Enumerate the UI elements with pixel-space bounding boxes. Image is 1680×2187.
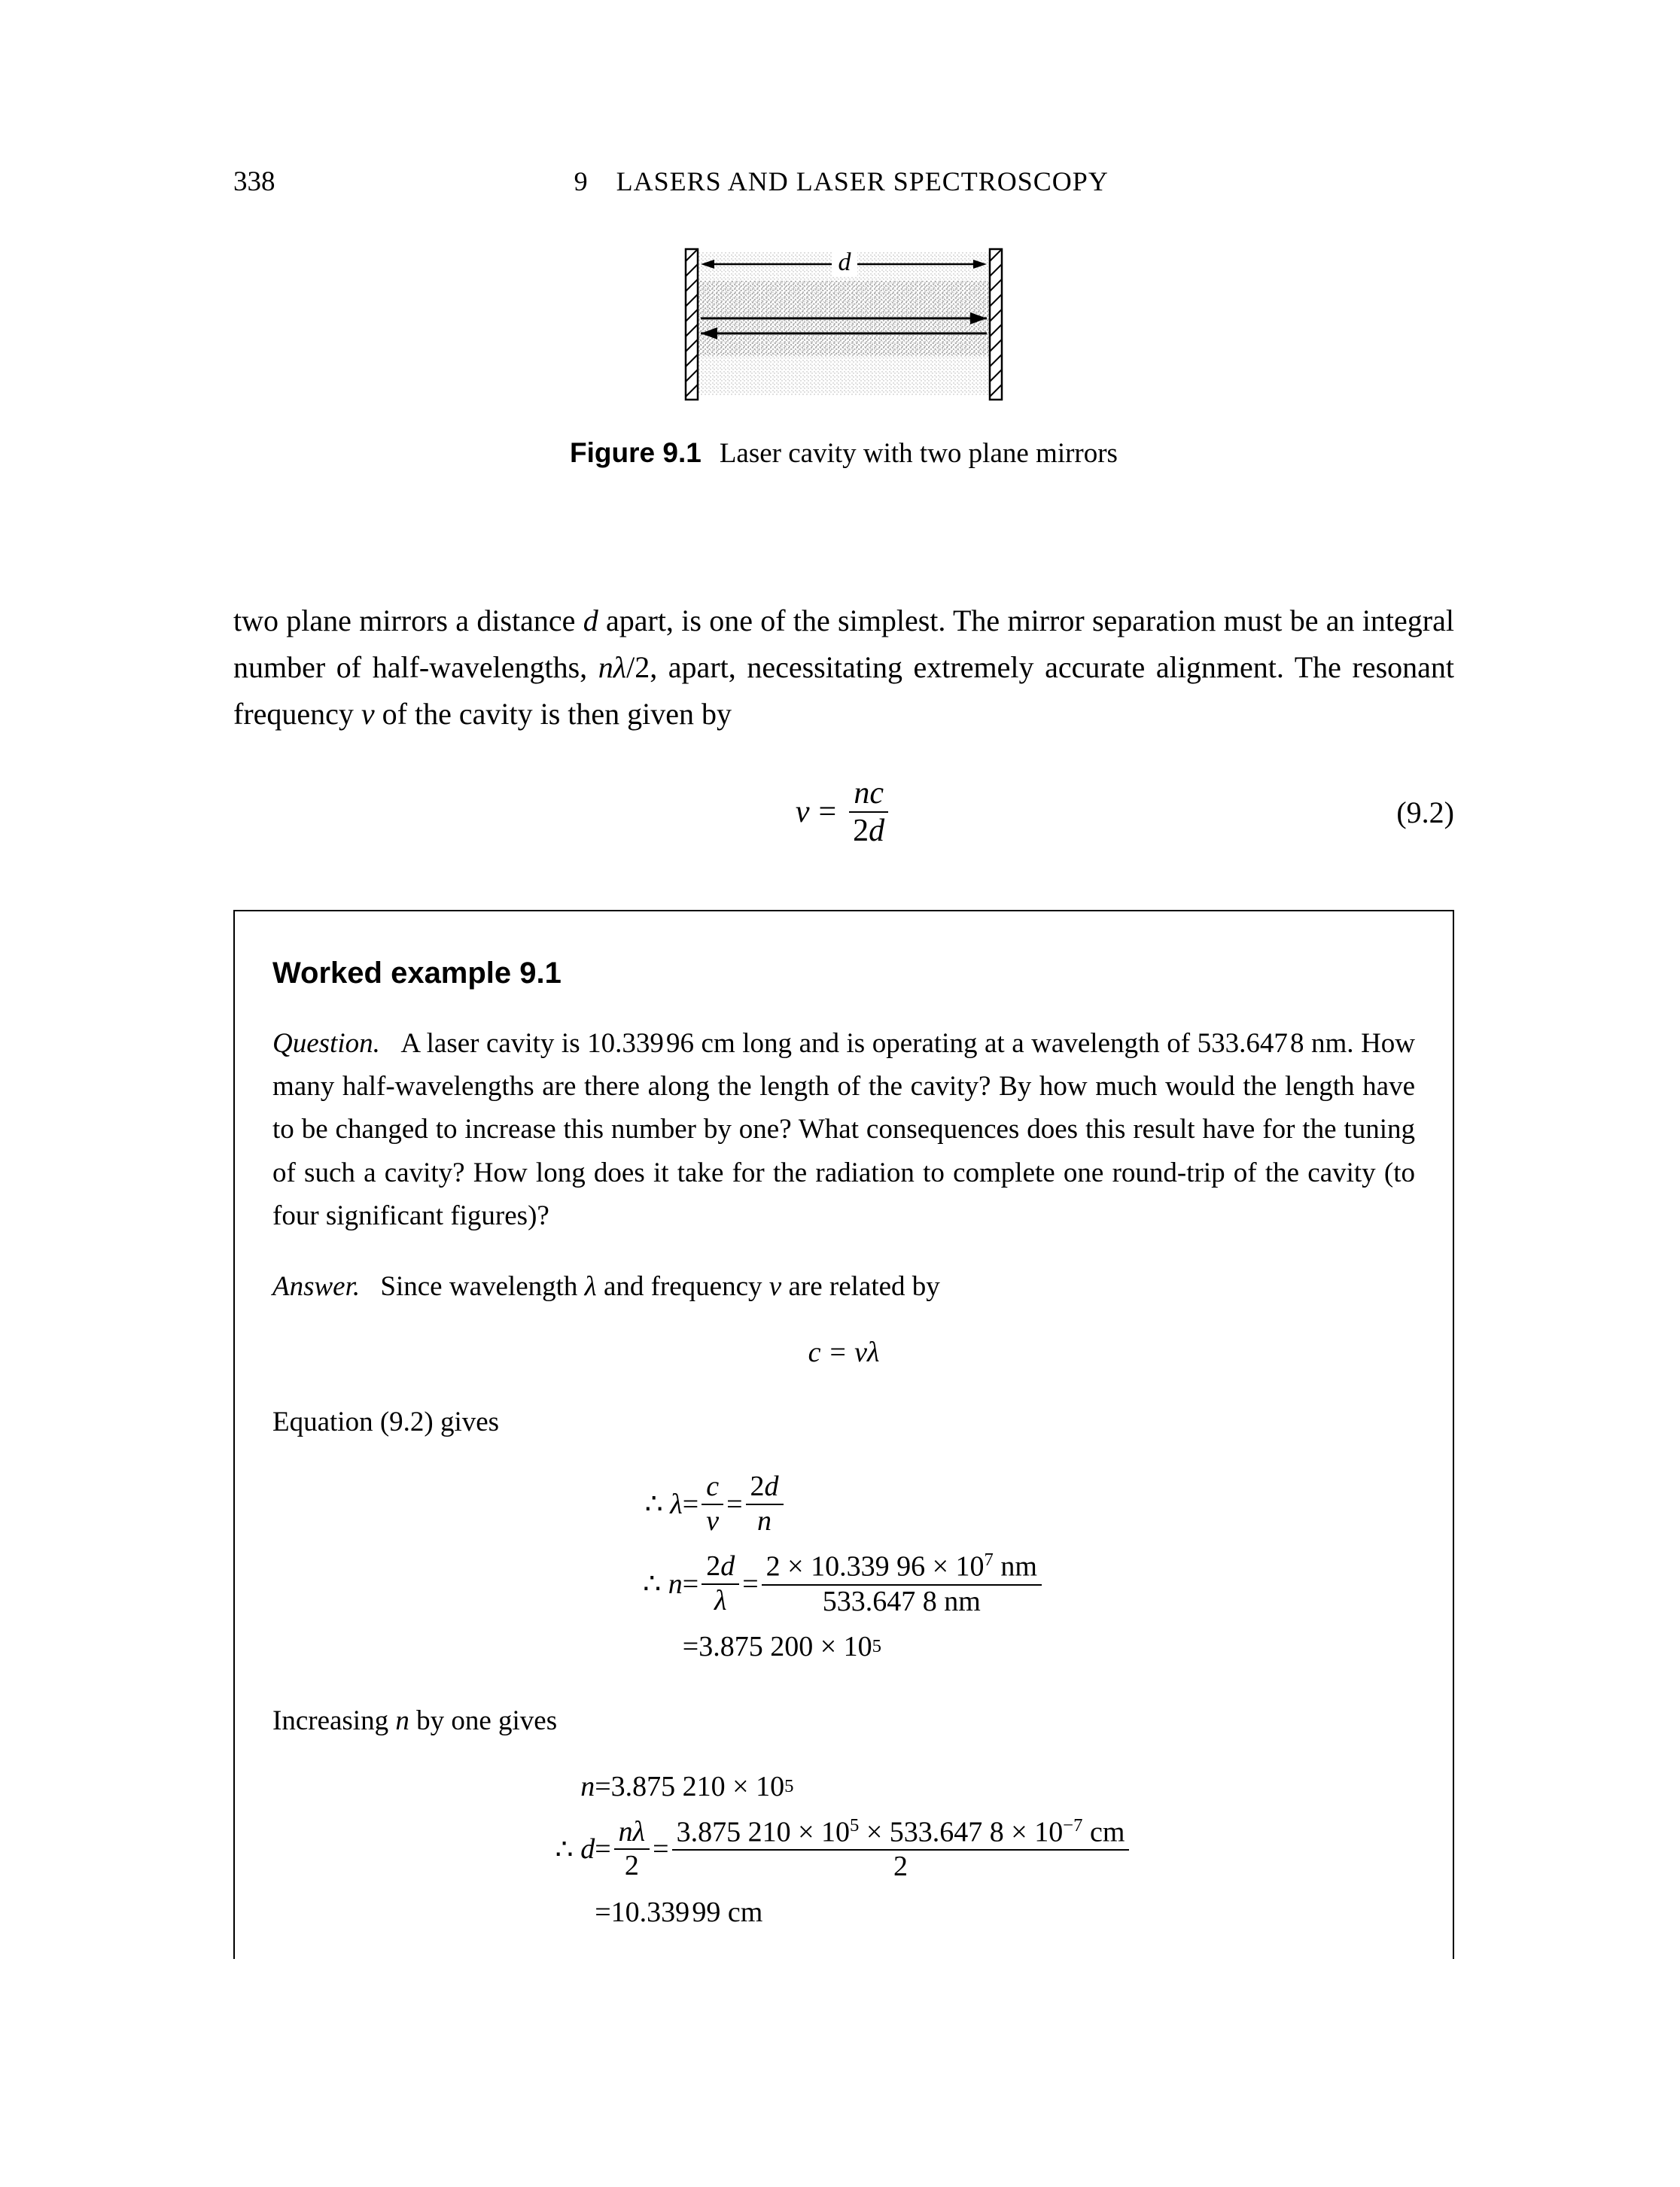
body-paragraph: two plane mirrors a distance d apart, is… <box>233 598 1454 738</box>
example-title: Worked example 9.1 <box>272 957 1415 990</box>
question-text: A laser cavity is 10.339 96 cm long and … <box>272 1028 1415 1231</box>
figure-caption-text: Laser cavity with two plane mirrors <box>720 438 1118 469</box>
para-text-4: of the cavity is then given by <box>375 697 732 731</box>
para-text-1: two plane mirrors a distance <box>233 604 583 637</box>
derivation-1: ∴ λ = cv = 2dn ∴ n = 2dλ = 2 × 10.339 96… <box>272 1471 1415 1663</box>
example-question: Question. A laser cavity is 10.339 96 cm… <box>272 1022 1415 1238</box>
figure-d-label: d <box>838 248 852 276</box>
d2-rhs-den: 2 <box>889 1851 912 1884</box>
derivation-2: n = 3.875 210 × 105 ∴ d = nλ2 = 3.875 21… <box>272 1770 1415 1929</box>
worked-example-box: Worked example 9.1 Question. A laser cav… <box>233 910 1454 1959</box>
equation-9-2: v = nc 2d (9.2) <box>233 775 1454 850</box>
eq92-reference: Equation (9.2) gives <box>272 1401 1415 1443</box>
eq92-fraction: nc 2d <box>848 775 889 850</box>
example-answer-intro: Answer. Since wavelength λ and frequency… <box>272 1265 1415 1308</box>
var-nlambda: nλ <box>598 650 626 684</box>
figure-9-1: d Figure 9.1 Laser cavity with two plane … <box>233 243 1454 470</box>
d1-c: c <box>702 1471 723 1505</box>
laser-cavity-diagram: d <box>671 243 1017 416</box>
eq-c-vlambda: c = vλ <box>272 1336 1415 1369</box>
eq92-num: nc <box>849 775 888 813</box>
d1-v: v <box>702 1505 723 1538</box>
var-v: v <box>361 697 375 731</box>
increase-end: by one gives <box>409 1705 557 1736</box>
var-lambda: λ <box>585 1271 597 1302</box>
var-d: d <box>583 604 598 637</box>
answer-pre: Since wavelength <box>380 1271 584 1302</box>
var-n: n <box>395 1705 409 1736</box>
eq92-equals: = <box>818 794 836 830</box>
eq92-lhs: v <box>796 794 810 830</box>
eq92-den-d: d <box>869 814 884 848</box>
increase-pre: Increasing <box>272 1705 395 1736</box>
chapter-heading: 9 LASERS AND LASER SPECTROSCOPY <box>275 166 1408 198</box>
d2-den: 2 <box>620 1850 644 1883</box>
answer-mid: and frequency <box>597 1271 769 1302</box>
eq92-tag: (9.2) <box>892 795 1454 830</box>
running-header: 338 9 LASERS AND LASER SPECTROSCOPY <box>233 166 1454 198</box>
answer-label: Answer. <box>272 1271 360 1302</box>
question-label: Question. <box>272 1028 380 1059</box>
answer-end: are related by <box>781 1271 940 1302</box>
figure-caption: Figure 9.1 Laser cavity with two plane mi… <box>233 437 1454 470</box>
increase-n-text: Increasing n by one gives <box>272 1699 1415 1742</box>
d1-lam: λ <box>710 1585 731 1618</box>
var-v2: v <box>769 1271 781 1302</box>
d1-n: n <box>753 1505 776 1538</box>
figure-label: Figure 9.1 <box>570 437 702 468</box>
page-number: 338 <box>233 166 275 198</box>
d2-result: 10.339 99 cm <box>611 1896 763 1929</box>
